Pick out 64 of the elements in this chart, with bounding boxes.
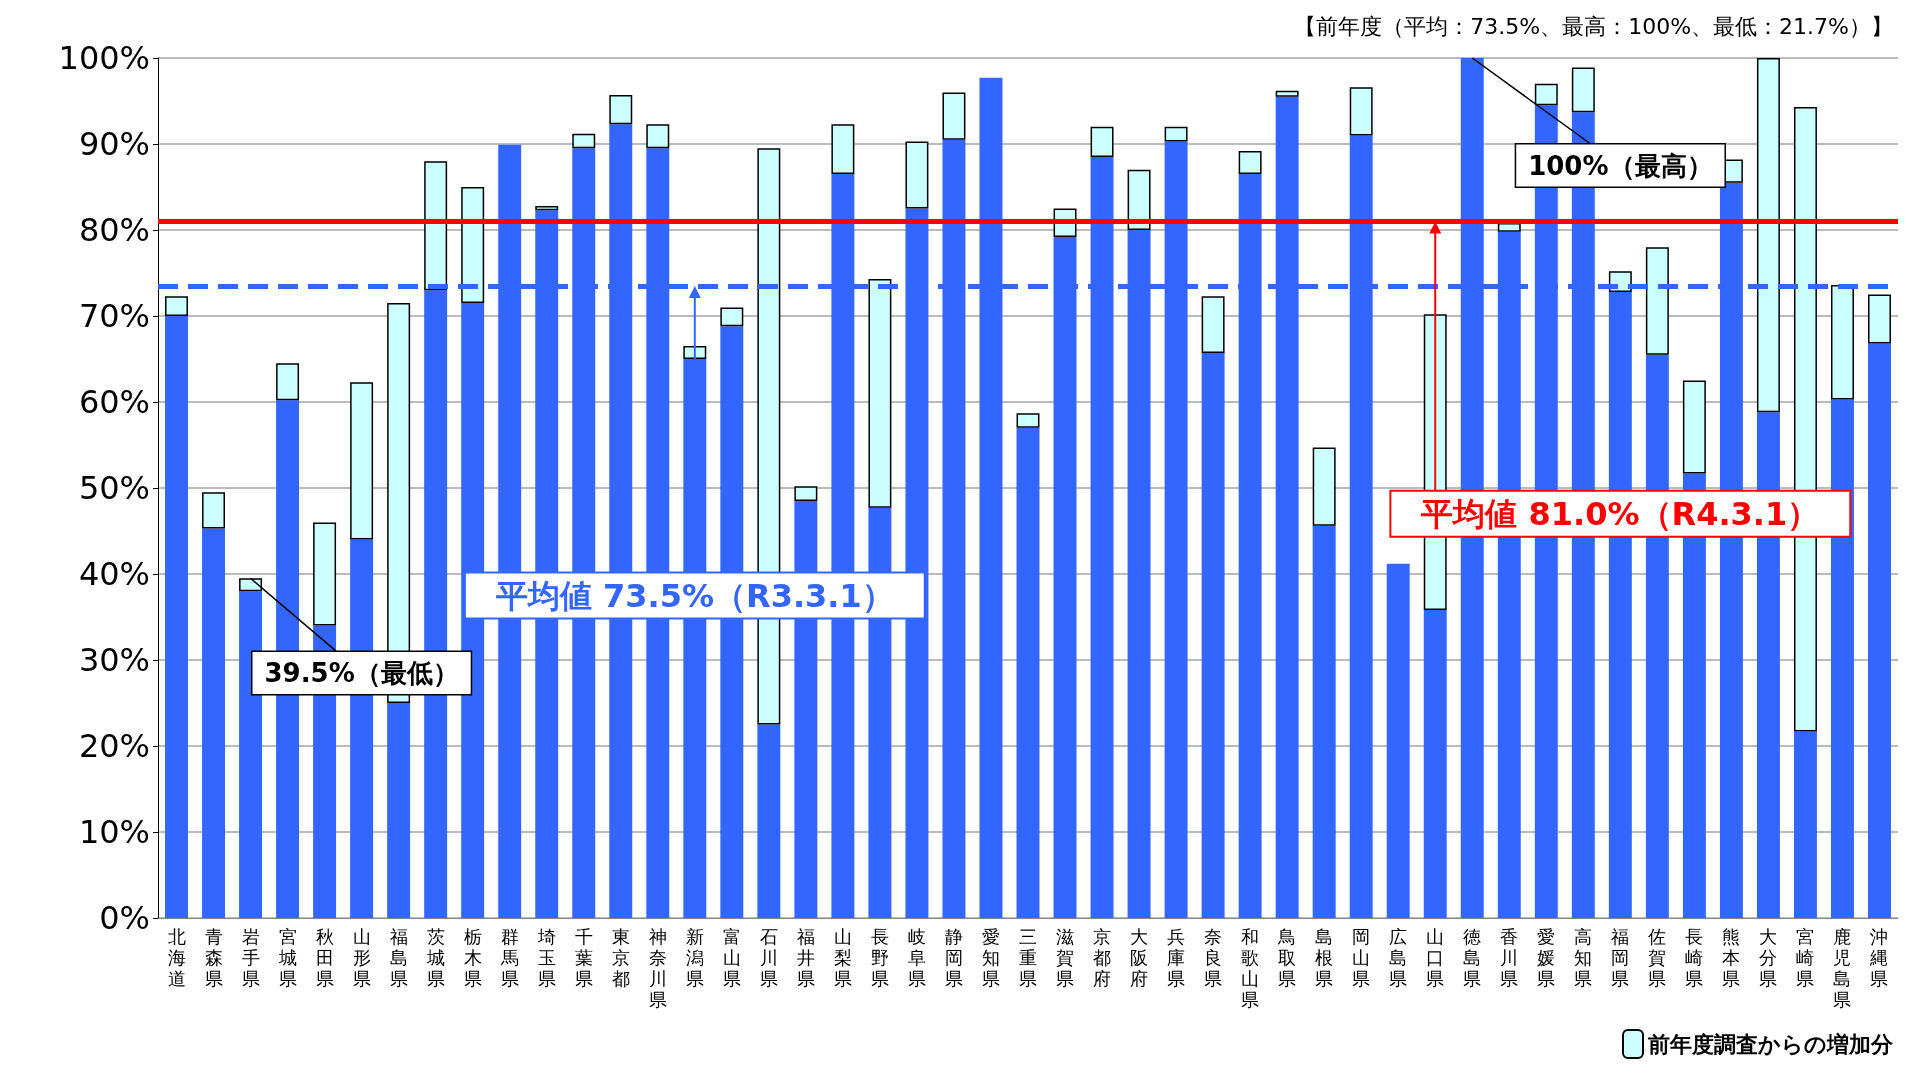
x-tick-label: 東京都 [611,926,630,989]
y-tick-label: 40% [78,555,150,593]
x-tick-label: 三重県 [1019,926,1037,989]
x-tick-label: 山梨県 [833,926,852,989]
y-tick-label: 30% [78,641,150,679]
annotation: 39.5%（最低） [264,657,459,688]
x-tick-label: 静岡県 [944,926,963,989]
y-tick-label: 90% [78,125,150,163]
x-tick-label: 山形県 [352,926,371,989]
annotation: 100%（最高） [1528,150,1713,181]
ref-line-label: 平均値 81.0%（R4.3.1） [1420,494,1820,533]
x-tick-label: 福井県 [796,926,815,989]
y-tick-label: 10% [78,813,150,851]
x-tick-label: 新潟県 [685,926,704,989]
x-tick-label: 福岡県 [1611,926,1630,989]
x-tick-label: 岡山県 [1352,926,1371,989]
ref-line-label: 平均値 73.5%（R3.3.1） [494,576,894,615]
x-tick-label: 和歌山県 [1241,926,1260,1010]
x-tick-label: 広島県 [1389,926,1408,989]
x-tick-label: 島根県 [1315,926,1334,989]
x-tick-label: 徳島県 [1463,926,1482,989]
chart-title: 【前年度（平均：73.5%、最高：100%、最低：21.7%）】 [1294,13,1894,39]
x-tick-label: 滋賀県 [1056,926,1075,989]
x-tick-label: 神奈川県 [648,926,667,1010]
x-tick-label: 北海道 [167,926,186,989]
x-tick-label: 福島県 [389,926,408,989]
x-tick-label: 香川県 [1500,926,1519,989]
y-tick-label: 100% [58,39,150,77]
y-tick-label: 70% [78,297,150,335]
x-tick-label: 愛媛県 [1537,926,1556,989]
x-tick-label: 秋田県 [315,926,334,989]
legend-label: 前年度調査からの増加分 [1647,1031,1894,1057]
x-tick-label: 京都府 [1093,926,1112,989]
x-tick-label: 群馬県 [499,926,519,989]
x-tick-label: 栃木県 [463,926,482,989]
x-tick-label: 千葉県 [574,926,593,989]
x-tick-label: 岩手県 [241,926,260,989]
x-tick-label: 茨城県 [425,926,445,989]
x-tick-label: 愛知県 [981,926,1000,989]
x-tick-label: 兵庫県 [1167,926,1186,989]
x-tick-label: 沖縄県 [1869,926,1889,989]
x-tick-label: 宮崎県 [1796,926,1815,989]
x-tick-label: 岐阜県 [907,926,926,989]
x-tick-label: 鳥取県 [1277,926,1297,989]
x-tick-label: 鹿児島県 [1833,926,1852,1010]
x-tick-label: 大分県 [1759,926,1778,989]
x-tick-label: 長崎県 [1685,926,1704,989]
y-tick-label: 50% [78,469,150,507]
y-tick-label: 0% [99,899,150,937]
x-tick-label: 佐賀県 [1648,926,1667,989]
x-tick-label: 石川県 [759,926,778,989]
x-tick-label: 山口県 [1426,926,1445,989]
x-tick-label: 青森県 [204,926,223,989]
x-tick-label: 長野県 [870,926,889,989]
x-tick-label: 宮城県 [277,926,297,989]
x-tick-label: 大阪府 [1130,926,1149,989]
x-tick-label: 熊本県 [1722,926,1741,989]
y-tick-label: 60% [78,383,150,421]
y-tick-label: 80% [78,211,150,249]
y-tick-label: 20% [78,727,150,765]
x-tick-label: 富山県 [722,926,741,989]
x-tick-label: 奈良県 [1204,926,1223,989]
x-tick-label: 埼玉県 [536,926,556,989]
x-tick-label: 高知県 [1574,926,1593,989]
